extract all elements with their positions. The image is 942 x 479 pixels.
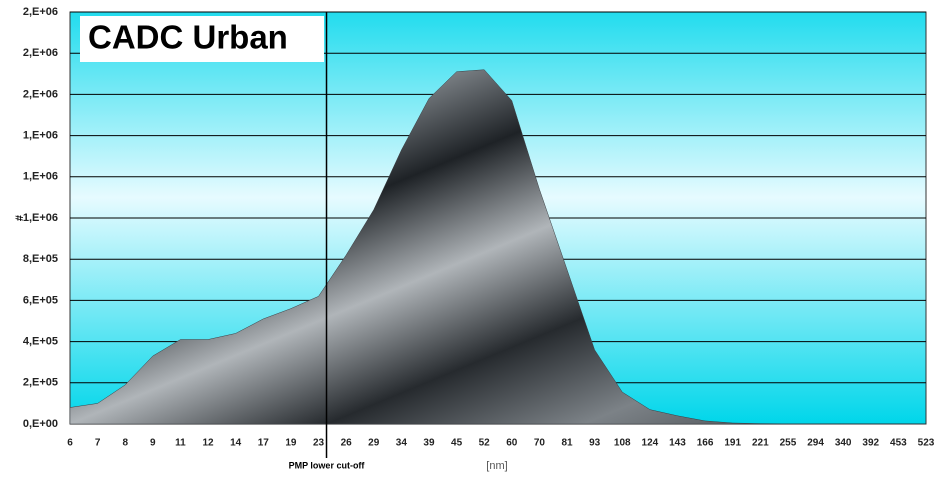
x-tick-label: 17 [258,438,270,449]
x-tick-label: 23 [313,438,325,449]
x-tick-label: 60 [506,438,518,449]
x-tick-label: 12 [203,438,215,449]
y-tick-label: 1,E+06 [23,171,58,183]
x-tick-label: 8 [122,438,128,449]
x-tick-label: 294 [807,438,824,449]
x-tick-label: 340 [835,438,852,449]
x-tick-label: 255 [780,438,797,449]
x-tick-label: 7 [95,438,101,449]
annotation: PMP lower cut-off [289,460,366,470]
chart: CADC Urban # [nm] 0,E+002,E+054,E+056,E+… [0,0,942,479]
x-tick-label: 70 [534,438,546,449]
page: CADC Urban # [nm] 0,E+002,E+054,E+056,E+… [0,0,942,479]
x-tick-label: 166 [697,438,714,449]
x-tick-label: 26 [341,438,353,449]
y-tick-label: 2,E+06 [23,6,58,18]
x-tick-label: 453 [890,438,907,449]
x-tick-label: 39 [423,438,435,449]
y-tick-label: 8,E+05 [23,253,58,265]
x-tick-label: 392 [862,438,879,449]
x-tick-label: 6 [67,438,73,449]
x-tick-label: 124 [642,438,659,449]
x-axis-label: [nm] [486,460,507,472]
x-tick-label: 45 [451,438,463,449]
y-tick-label: 4,E+05 [23,336,58,348]
x-tick-label: 221 [752,438,769,449]
x-tick-label: 191 [724,438,741,449]
x-tick-label: 81 [561,438,573,449]
y-tick-label: 1,E+06 [23,130,58,142]
x-tick-label: 19 [285,438,297,449]
y-tick-label: 1,E+06 [23,212,58,224]
x-tick-label: 14 [230,438,242,449]
x-tick-label: 52 [479,438,491,449]
x-tick-label: 523 [918,438,935,449]
x-tick-label: 11 [175,438,186,449]
y-tick-label: 2,E+06 [23,47,58,59]
y-tick-label: 2,E+06 [23,88,58,100]
x-tick-label: 143 [669,438,686,449]
x-tick-label: 108 [614,438,631,449]
x-tick-label: 93 [589,438,601,449]
x-tick-label: 34 [396,438,408,449]
y-tick-label: 0,E+00 [23,418,58,430]
x-tick-label: 29 [368,438,380,449]
y-tick-label: 2,E+05 [23,377,58,389]
y-tick-label: 6,E+05 [23,294,58,306]
chart-title: CADC Urban [88,19,288,56]
x-tick-label: 9 [150,438,156,449]
